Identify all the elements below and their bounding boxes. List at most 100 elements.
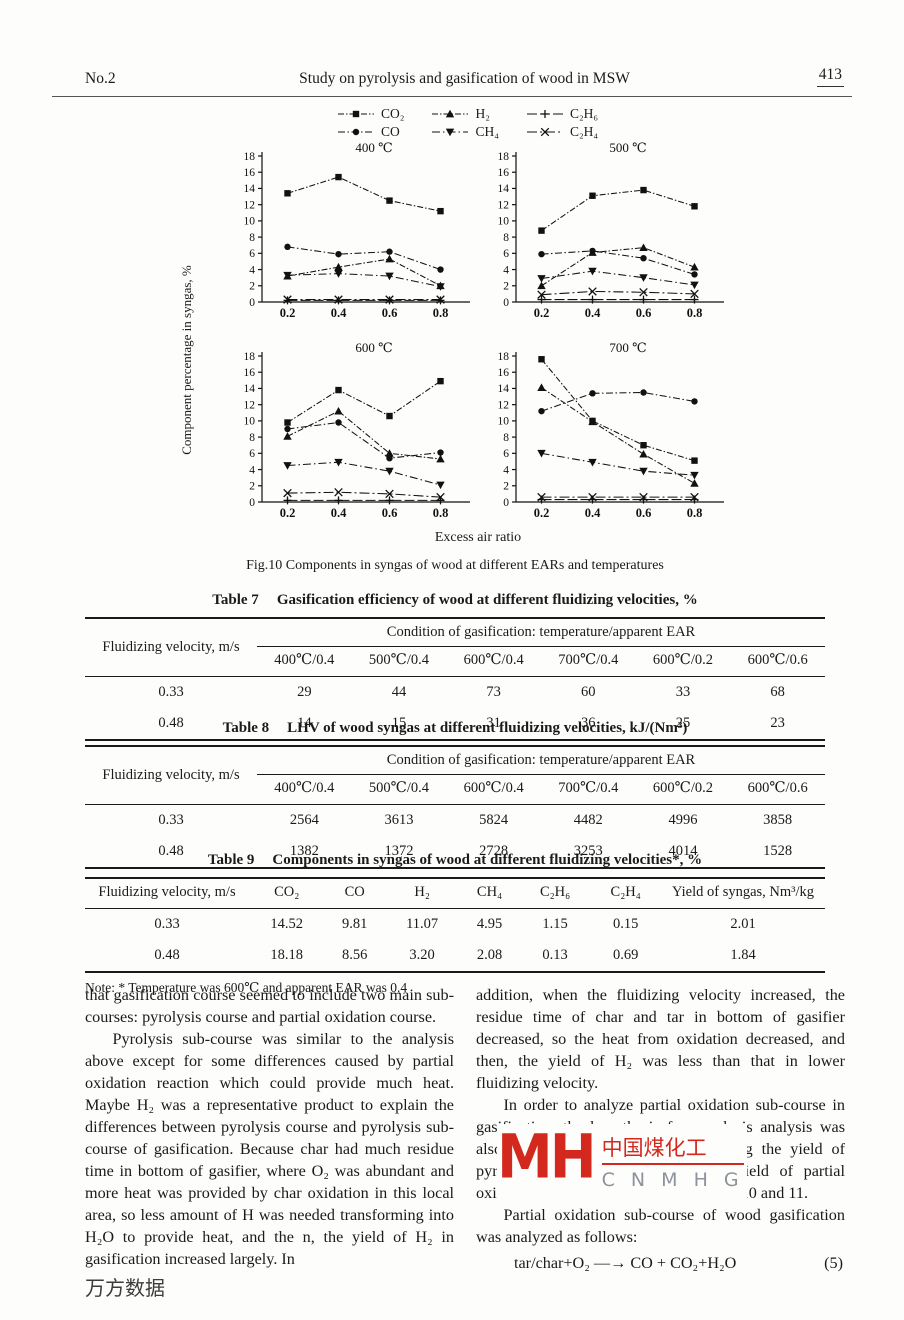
value-cell: 1382 <box>289 843 319 859</box>
watermark-cn-name: 中国煤化工 <box>601 1132 744 1165</box>
subplot-600c-chart: 0 2 4 6 8 10 12 14 16 18 0.2 0.4 0.6 0.8 600 ℃ <box>244 340 470 520</box>
paragraph: addition, when the fluidizing velocity i… <box>476 986 845 1093</box>
column-header: 500℃/0.4 <box>351 774 447 805</box>
value-cell: 23 <box>770 715 785 731</box>
span-header: Condition of gasification: temperature/a… <box>257 746 825 775</box>
paragraph: Partial oxidation sub-course of wood gas… <box>476 1206 845 1247</box>
equation-row: tar/char+O₂ —→ CO + CO₂+H₂O (5) <box>476 1252 845 1274</box>
table7-container: Fluidizing velocity, m/s Condition of gas… <box>85 617 825 741</box>
legend-item-CO: CO <box>336 124 404 140</box>
value-cell: 2.08 <box>476 947 503 963</box>
table-row: 0.33 2564 3613 5824 4482 4996 3858 <box>85 805 825 837</box>
value-cell: 0.13 <box>542 947 568 963</box>
table8-container: Fluidizing velocity, m/s Condition of gas… <box>85 745 825 869</box>
svg-text:500 ℃: 500 ℃ <box>609 140 646 155</box>
svg-text:6: 6 <box>503 448 509 460</box>
x-marker-icon <box>526 127 563 137</box>
value-cell: 14.52 <box>270 916 304 932</box>
svg-text:4: 4 <box>249 464 255 476</box>
value-cell: 9.81 <box>342 916 368 932</box>
svg-text:6: 6 <box>249 448 255 460</box>
data-table: Fluidizing velocity, m/s Condition of gas… <box>85 745 825 869</box>
equation-number: (5) <box>824 1254 843 1273</box>
row-label-cell: 0.33 <box>158 684 184 700</box>
svg-text:0.4: 0.4 <box>585 306 601 320</box>
column-header: 400℃/0.4 <box>257 646 352 677</box>
svg-text:0: 0 <box>503 297 509 309</box>
column-header: H₂ <box>384 878 460 909</box>
svg-text:0.2: 0.2 <box>280 506 296 520</box>
table9-title: Table 9 Components in syngas of wood at d… <box>207 852 703 868</box>
svg-text:0.6: 0.6 <box>382 306 398 320</box>
figure-plots: 0 2 4 6 8 10 12 14 16 18 0.2 0.4 0.6 0.8 400 ℃ 0 2 4 6 8 10 1… <box>226 138 730 530</box>
legend-item-CO2: CO₂ <box>336 106 404 122</box>
value-cell: 3253 <box>573 843 603 859</box>
table9-block: Table 9 Components in syngas of wood at d… <box>85 852 825 996</box>
svg-text:0.2: 0.2 <box>534 306 550 320</box>
svg-text:14: 14 <box>244 183 256 195</box>
legend-item-C2H4: C₂H₄ <box>525 124 598 140</box>
value-cell: 15 <box>391 715 407 731</box>
value-cell: 44 <box>391 684 407 700</box>
paragraph: Pyrolysis sub-course was similar to the … <box>85 1030 454 1269</box>
svg-text:600 ℃: 600 ℃ <box>355 340 392 355</box>
legend-label: CH₄ <box>475 124 499 139</box>
svg-text:12: 12 <box>498 399 510 411</box>
column-header: 600℃/0.4 <box>446 646 541 677</box>
svg-text:0.2: 0.2 <box>534 506 550 520</box>
value-cell: 1.84 <box>730 947 756 963</box>
column-header: 600℃/0.6 <box>730 774 825 805</box>
table9-note: Note: * Temperature was 600℃ and apparen… <box>85 980 408 995</box>
svg-text:16: 16 <box>244 167 256 179</box>
watermark-logo-icon: MH <box>497 1122 597 1193</box>
running-head: No.2 Study on pyrolysis and gasification… <box>85 66 844 92</box>
table7-title: Table 7 Gasification efficiency of wood a… <box>212 592 698 608</box>
value-cell: 8.56 <box>342 947 368 963</box>
svg-text:0.6: 0.6 <box>636 506 652 520</box>
column-header: Fluidizing velocity, m/s <box>85 878 249 909</box>
table-row: 0.48 14 15 31 36 25 23 <box>85 708 825 740</box>
value-cell: 3.20 <box>409 947 435 963</box>
svg-text:18: 18 <box>244 351 256 363</box>
subplot-500c-chart: 0 2 4 6 8 10 12 14 16 18 0.2 0.4 0.6 0.8 500 ℃ <box>498 140 724 320</box>
value-cell: 1.15 <box>542 916 568 932</box>
column-header: 600℃/0.2 <box>635 646 731 677</box>
value-cell: 73 <box>486 684 501 700</box>
value-cell: 4014 <box>668 843 698 859</box>
row-label-cell: 0.33 <box>158 812 184 828</box>
table-row: 0.48 1382 1372 2728 3253 4014 1528 <box>85 836 825 868</box>
value-cell: 3613 <box>384 812 414 828</box>
svg-text:400 ℃: 400 ℃ <box>355 140 392 155</box>
column-header: 600℃/0.6 <box>730 646 825 677</box>
column-header: CO <box>324 878 385 909</box>
legend-label: H₂ <box>475 106 490 121</box>
triangle-up-marker-icon <box>432 109 469 118</box>
svg-text:8: 8 <box>503 432 509 444</box>
value-cell: 29 <box>297 684 312 700</box>
svg-text:4: 4 <box>249 264 255 276</box>
legend-label: CO <box>381 124 400 139</box>
page-number: 413 <box>816 66 844 87</box>
data-table: Fluidizing velocity, m/s Condition of gas… <box>85 617 825 741</box>
value-cell: 1372 <box>384 843 414 859</box>
triangle-down-marker-icon <box>432 128 469 137</box>
svg-text:0.6: 0.6 <box>636 306 652 320</box>
row-label-cell: 0.48 <box>158 715 184 731</box>
data-table: Fluidizing velocity, m/s CO₂ CO H₂ CH₄ C₂H₆ C₂… <box>85 877 825 973</box>
wanfang-watermark: 万方数据 <box>85 1276 165 1300</box>
subplot-700c-chart: 0 2 4 6 8 10 12 14 16 18 0.2 0.4 0.6 0.8 700 ℃ <box>498 340 724 520</box>
value-cell: 4482 <box>573 812 603 828</box>
svg-text:0.8: 0.8 <box>687 506 703 520</box>
value-cell: 2.01 <box>730 916 756 932</box>
row-label-cell: 0.48 <box>158 843 184 859</box>
column-header: 700℃/0.4 <box>540 646 636 677</box>
y-axis-label: Component percentage in syngas, % <box>179 265 194 455</box>
svg-text:10: 10 <box>244 216 256 228</box>
svg-text:8: 8 <box>503 232 509 244</box>
value-cell: 14 <box>297 715 312 731</box>
value-cell: 0.15 <box>612 916 639 932</box>
table8-block: Table 8 LHV of wood syngas at different f… <box>85 720 825 869</box>
plus-marker-icon <box>526 110 563 118</box>
svg-text:0: 0 <box>503 497 509 509</box>
svg-text:0.8: 0.8 <box>433 506 449 520</box>
